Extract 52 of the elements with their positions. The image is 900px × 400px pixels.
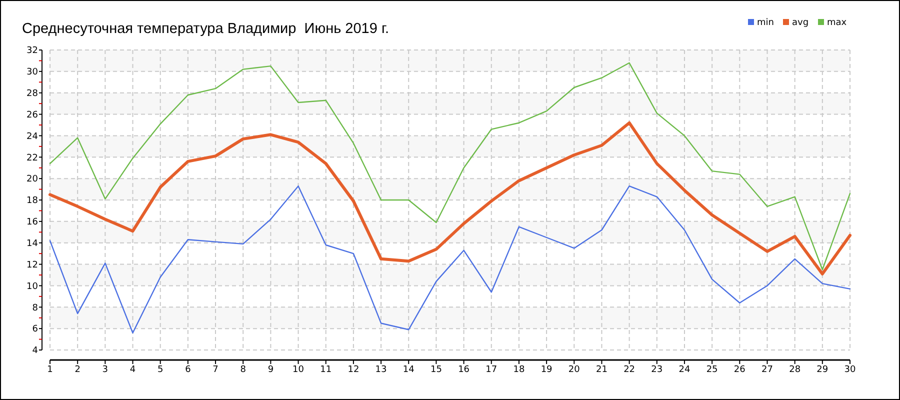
x-tick-label: 25 bbox=[706, 365, 718, 375]
legend-label: max bbox=[827, 18, 848, 28]
x-tick-label: 15 bbox=[430, 365, 442, 375]
y-tick-label: 12 bbox=[26, 260, 38, 270]
y-tick-label: 22 bbox=[26, 153, 38, 164]
x-tick-label: 11 bbox=[320, 365, 332, 375]
y-tick-label: 26 bbox=[26, 110, 38, 120]
line-series bbox=[49, 62, 851, 270]
y-tick-label: 28 bbox=[26, 89, 38, 100]
y-tick-label: 24 bbox=[26, 132, 38, 142]
x-tick-label: 26 bbox=[734, 365, 746, 375]
x-tick-label: 2 bbox=[74, 365, 80, 375]
y-tick-label: 8 bbox=[32, 303, 38, 314]
chart-title: Среднесуточная температура Владимир Июнь 2019 г. bbox=[22, 21, 389, 37]
line-series bbox=[49, 185, 851, 334]
y-tick-label: 20 bbox=[26, 174, 38, 185]
x-tick-label: 21 bbox=[596, 365, 608, 375]
y-tick-label: 30 bbox=[26, 68, 38, 78]
line-series bbox=[48, 121, 852, 276]
x-tick-label: 6 bbox=[185, 365, 192, 375]
x-tick-label: 18 bbox=[513, 365, 525, 375]
x-tick-label: 3 bbox=[102, 365, 108, 375]
x-tick-label: 13 bbox=[375, 365, 387, 375]
y-tick-label: 10 bbox=[26, 282, 38, 292]
x-tick-label: 17 bbox=[486, 365, 498, 375]
y-tick-label: 18 bbox=[26, 196, 38, 206]
y-tick-label: 4 bbox=[32, 346, 38, 356]
x-tick-label: 30 bbox=[844, 365, 856, 375]
legend-label: avg bbox=[792, 18, 809, 28]
x-tick-label: 7 bbox=[212, 365, 218, 375]
x-tick-label: 16 bbox=[458, 365, 470, 375]
x-tick-label: 1 bbox=[47, 365, 53, 375]
y-tick-label: 16 bbox=[26, 218, 38, 228]
legend-label: min bbox=[757, 18, 774, 28]
x-tick-label: 29 bbox=[816, 365, 828, 375]
x-tick-label: 24 bbox=[678, 365, 690, 375]
x-tick-label: 10 bbox=[292, 365, 304, 375]
x-tick-label: 19 bbox=[540, 365, 553, 375]
x-tick-label: 23 bbox=[651, 365, 663, 375]
y-tick-label: 32 bbox=[26, 46, 38, 56]
x-tick-label: 14 bbox=[402, 365, 415, 375]
x-tick-label: 22 bbox=[624, 365, 636, 375]
x-tick-label: 9 bbox=[268, 365, 274, 375]
x-tick-label: 8 bbox=[240, 365, 246, 375]
x-tick-label: 28 bbox=[789, 365, 801, 375]
y-tick-label: 6 bbox=[32, 324, 38, 335]
x-tick-label: 27 bbox=[762, 365, 773, 375]
x-tick-label: 12 bbox=[348, 365, 360, 375]
x-tick-label: 4 bbox=[130, 365, 136, 375]
x-tick-label: 5 bbox=[157, 365, 164, 375]
x-tick-label: 20 bbox=[568, 365, 580, 375]
y-tick-label: 14 bbox=[26, 239, 38, 250]
